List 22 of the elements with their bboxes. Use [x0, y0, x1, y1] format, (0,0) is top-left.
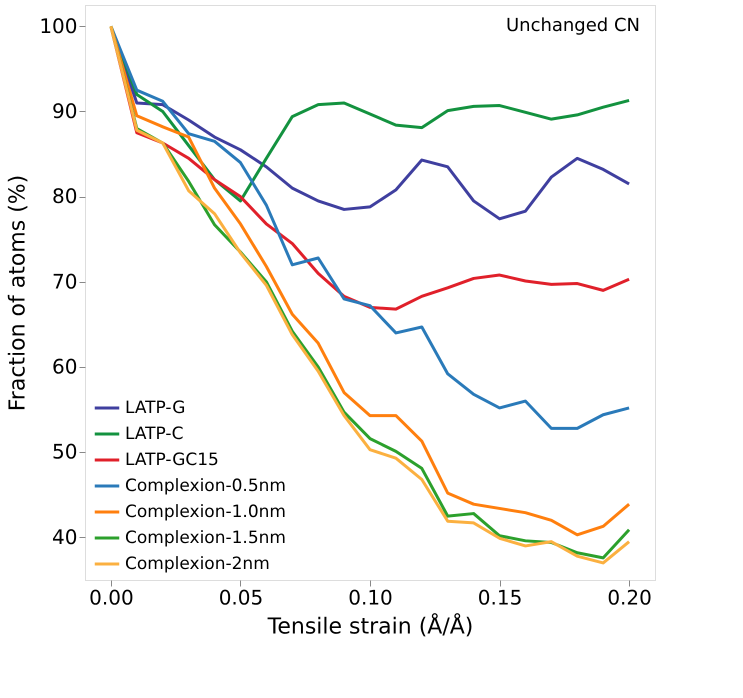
legend-label: Complexion-1.5nm — [125, 528, 286, 548]
x-axis-title: Tensile strain (Å/Å) — [266, 612, 474, 640]
y-tick-label: 40 — [52, 524, 78, 549]
legend-label: Complexion-2nm — [125, 554, 270, 574]
y-tick-label: 50 — [52, 440, 78, 464]
y-tick-label: 70 — [52, 269, 78, 294]
y-axis-title: Fraction of atoms (%) — [5, 174, 30, 412]
x-tick-label: 0.05 — [218, 586, 264, 610]
legend-label: LATP-C — [125, 424, 184, 444]
y-tick-label: 60 — [52, 354, 78, 379]
annotation: Unchanged CN — [506, 15, 640, 36]
legend-label: LATP-GC15 — [125, 450, 219, 470]
y-tick-label: 80 — [52, 184, 78, 208]
legend-label: Complexion-0.5nm — [125, 476, 286, 496]
y-tick-label: 90 — [52, 98, 78, 123]
x-tick-label: 0.10 — [348, 586, 393, 610]
legend-label: Complexion-1.0nm — [125, 502, 286, 522]
x-tick-label: 0.20 — [607, 586, 652, 610]
y-tick-label: 100 — [39, 14, 78, 38]
x-tick-label: 0.00 — [89, 586, 134, 610]
x-tick-label: 0.15 — [478, 586, 522, 610]
legend-label: LATP-G — [125, 398, 186, 418]
